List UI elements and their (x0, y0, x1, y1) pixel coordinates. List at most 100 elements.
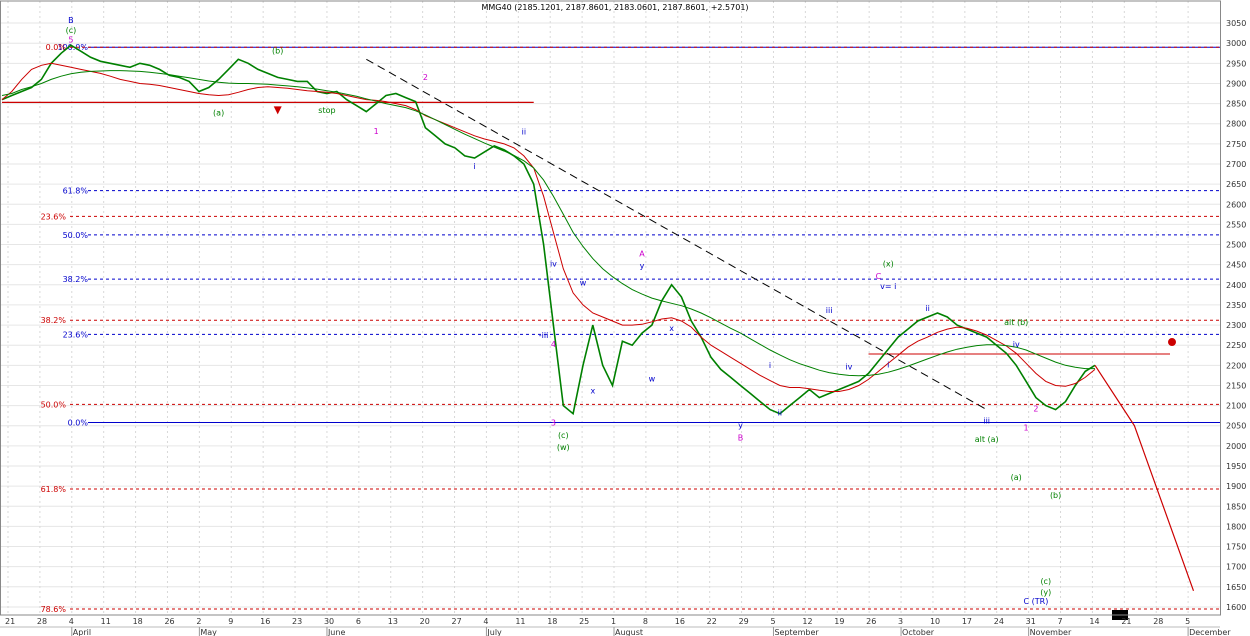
down-arrow-icon (273, 106, 282, 115)
x-day-label: 22 (707, 617, 717, 626)
y-tick-label: 2500 (1226, 241, 1246, 250)
projection-line (1094, 364, 1195, 592)
wave-label: v= i (880, 282, 896, 291)
wave-label: w (580, 279, 587, 288)
fib-lines: 100.0%61.8%50.0%38.2%23.6%0.0%0.0%23.6%3… (2, 43, 1220, 614)
y-tick-label: 1750 (1226, 543, 1246, 552)
y-tick-label: 2850 (1226, 100, 1246, 109)
fib-label-red: 23.6% (41, 212, 67, 221)
x-month-label: November (1030, 628, 1072, 636)
y-tick-label: 2000 (1226, 442, 1246, 451)
wave-label: ii (522, 128, 526, 137)
series-line (1, 44, 1096, 416)
series-line (1, 70, 1095, 377)
y-tick-label: 1800 (1226, 522, 1246, 531)
y-tick-label: 1850 (1226, 502, 1246, 511)
wave-label: C (TR) (1024, 597, 1049, 606)
x-month-label: October (902, 628, 935, 636)
x-day-label: 23 (292, 617, 302, 626)
x-day-label: 16 (260, 617, 270, 626)
wave-label: 4 (551, 340, 556, 349)
fib-label-blue: 61.8% (63, 187, 89, 196)
wave-label: 2 (423, 73, 428, 82)
wave-label: (c) (66, 26, 77, 35)
x-month-label: September (774, 628, 819, 636)
x-day-label: 12 (802, 617, 812, 626)
wave-label: iv (550, 260, 557, 269)
wave-label: iii (983, 417, 990, 426)
fib-label-red: 0.0% (46, 43, 67, 52)
wave-label: 5 (68, 35, 73, 44)
y-tick-label: 2800 (1226, 120, 1246, 129)
x-day-label: 31 (1026, 617, 1036, 626)
wave-label: (w) (557, 443, 570, 452)
wave-label: B (738, 434, 744, 443)
y-tick-label: 1950 (1226, 462, 1246, 471)
x-day-label: 14 (1089, 617, 1099, 626)
x-day-label: 7 (1058, 617, 1063, 626)
wave-label: ii (778, 409, 782, 418)
gridlines (0, 1, 1220, 615)
wave-label: (c) (1040, 577, 1051, 586)
y-tick-label: 2900 (1226, 79, 1246, 88)
y-tick-label: 1650 (1226, 583, 1246, 592)
wave-label: stop (318, 106, 335, 115)
fib-label-red: 61.8% (41, 485, 67, 494)
wave-label: 2 (1033, 405, 1038, 414)
x-day-label: 29 (739, 617, 749, 626)
y-tick-label: 3000 (1226, 39, 1246, 48)
x-month-label: May (200, 628, 217, 636)
wave-label: iv (1013, 340, 1020, 349)
wave-label: i (887, 360, 889, 369)
fib-label-red: 50.0% (41, 400, 67, 409)
x-day-label: 17 (962, 617, 972, 626)
x-day-label: 4 (483, 617, 488, 626)
x-day-label: 26 (164, 617, 174, 626)
fib-label-blue: 50.0% (63, 231, 89, 240)
wave-label: A (639, 250, 645, 259)
fib-label-blue: 38.2% (63, 275, 89, 284)
x-day-label: 20 (420, 617, 430, 626)
wave-label: 3 (551, 419, 556, 428)
y-tick-label: 2350 (1226, 301, 1246, 310)
x-day-label: 11 (101, 617, 111, 626)
wave-label: y (738, 421, 743, 430)
y-tick-label: 2100 (1226, 402, 1246, 411)
x-day-label: 19 (834, 617, 844, 626)
x-day-label: 6 (356, 617, 361, 626)
fib-label-blue: 23.6% (63, 330, 89, 339)
x-month-label: June (327, 628, 346, 636)
y-tick-label: 2050 (1226, 422, 1246, 431)
x-day-label: 10 (930, 617, 940, 626)
x-day-label: 3 (898, 617, 903, 626)
y-tick-label: 2250 (1226, 341, 1246, 350)
y-tick-label: 2400 (1226, 281, 1246, 290)
x-day-label: 21 (5, 617, 15, 626)
wave-label: i (474, 162, 476, 171)
x-day-label: 30 (324, 617, 334, 626)
x-day-label: 5 (1185, 617, 1190, 626)
x-day-label: 2 (196, 617, 201, 626)
wave-label: alt (a) (975, 435, 999, 444)
fib-label-blue: 0.0% (68, 419, 89, 428)
y-tick-label: 3050 (1226, 19, 1246, 28)
y-tick-label: 2300 (1226, 321, 1246, 330)
wave-label: (b) (1050, 491, 1061, 500)
y-tick-label: 2550 (1226, 220, 1246, 229)
x-day-label: 11 (515, 617, 525, 626)
y-tick-label: 1900 (1226, 482, 1246, 491)
x-day-label: 8 (643, 617, 648, 626)
wave-label: (a) (213, 109, 224, 118)
wave-label: -iii (539, 331, 549, 340)
wave-label: 1 (374, 127, 379, 136)
y-tick-label: 2700 (1226, 160, 1246, 169)
wave-label: y (640, 262, 645, 271)
wave-label: (x) (883, 260, 894, 269)
series-line (1, 62, 1096, 392)
x-day-label: 13 (388, 617, 398, 626)
wave-label: x (590, 387, 595, 396)
x-month-label: August (615, 628, 643, 636)
